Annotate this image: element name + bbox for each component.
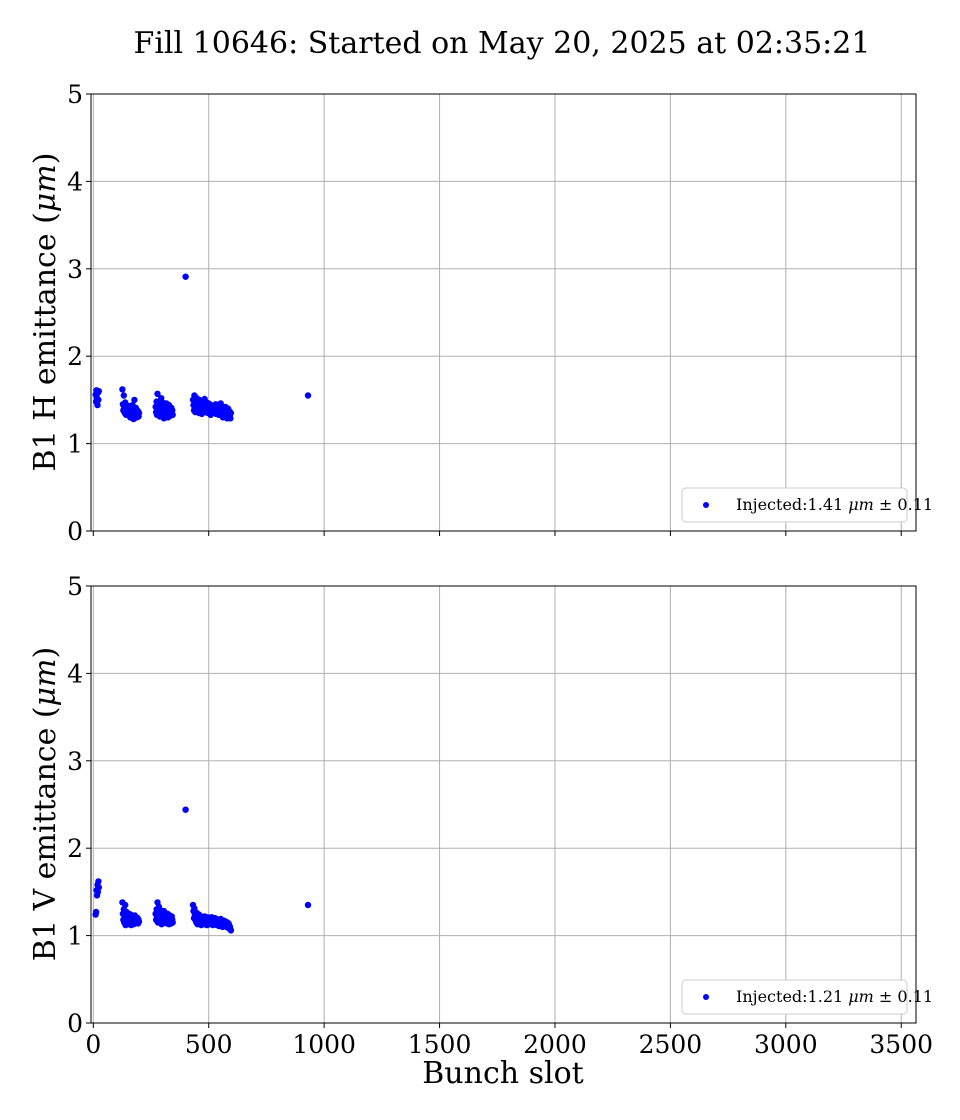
plot-frame-bottom — [90, 585, 917, 1024]
data-point-bottom — [304, 901, 312, 909]
data-point-bottom — [135, 918, 143, 925]
data-point-top — [119, 386, 126, 393]
data-point-bottom — [169, 919, 176, 926]
legend-bottom: Injected:1.21 μm ± 0.11 — [681, 979, 933, 1015]
y-axis-label-bottom: B1 V emittance (μm) — [28, 647, 63, 961]
data-point-bottom — [95, 878, 102, 885]
data-point-top — [95, 396, 102, 404]
data-point-top — [95, 388, 103, 395]
data-point-bottom — [92, 908, 100, 916]
x-axis-label: Bunch slot — [422, 1056, 583, 1091]
data-point-top — [154, 390, 161, 397]
y-tick-label-top: 4 — [67, 167, 83, 196]
data-point-bottom — [227, 927, 235, 934]
legend-top: Injected:1.41 μm ± 0.11 — [681, 487, 933, 523]
x-tick-label: 1000 — [292, 1030, 356, 1059]
x-tick-label: 3000 — [754, 1030, 818, 1059]
data-point-top — [131, 396, 138, 404]
plot-frame-top — [90, 93, 917, 532]
y-tick-label-bottom: 4 — [67, 659, 83, 688]
x-tick-label: 3500 — [869, 1030, 933, 1059]
x-tick-label: 0 — [85, 1030, 101, 1059]
y-axis-label-top: B1 H emittance (μm) — [28, 153, 63, 472]
data-point-bottom — [95, 884, 103, 891]
data-point-top — [182, 273, 189, 280]
y-tick-label-top: 3 — [67, 255, 83, 284]
chart-bottom: 0 500 1000 1500 2000 2500 3000 3500 0 1 2 3 4 5 B1 V … — [28, 572, 933, 1091]
y-tick-label-bottom: 5 — [67, 572, 83, 601]
y-tick-label-bottom: 3 — [67, 747, 83, 776]
legend-label-bottom: Injected:1.21 μm ± 0.11 — [736, 987, 933, 1006]
data-point-top — [169, 411, 176, 418]
y-tick-label-bottom: 1 — [67, 922, 83, 951]
data-point-top — [227, 409, 235, 417]
legend-label-top: Injected:1.41 μm ± 0.11 — [736, 495, 933, 514]
x-tick-label: 1500 — [408, 1030, 472, 1059]
data-point-top — [135, 409, 143, 417]
data-point-top — [120, 392, 128, 399]
y-tick-label-bottom: 0 — [67, 1009, 83, 1038]
x-tick-label: 500 — [185, 1030, 233, 1059]
y-tick-label-top: 2 — [67, 342, 83, 371]
y-tick-label-top: 5 — [67, 80, 83, 109]
y-tick-label-top: 0 — [67, 517, 83, 546]
x-tick-label: 2500 — [639, 1030, 703, 1059]
legend-marker-bottom — [703, 994, 709, 1000]
data-point-top — [304, 392, 312, 399]
data-point-bottom — [122, 901, 129, 909]
figure-title: Fill 10646: Started on May 20, 2025 at 0… — [134, 26, 871, 61]
y-tick-label-top: 1 — [67, 430, 83, 459]
legend-marker-top — [703, 502, 709, 508]
chart-top: 0 1 2 3 4 5 B1 H emittance (μm) Injected:1.41… — [28, 80, 933, 546]
data-point-top — [94, 401, 101, 409]
y-tick-label-bottom: 2 — [67, 834, 83, 863]
data-point-top — [227, 415, 234, 422]
data-point-bottom — [182, 806, 189, 813]
x-tick-label: 2000 — [523, 1030, 587, 1059]
